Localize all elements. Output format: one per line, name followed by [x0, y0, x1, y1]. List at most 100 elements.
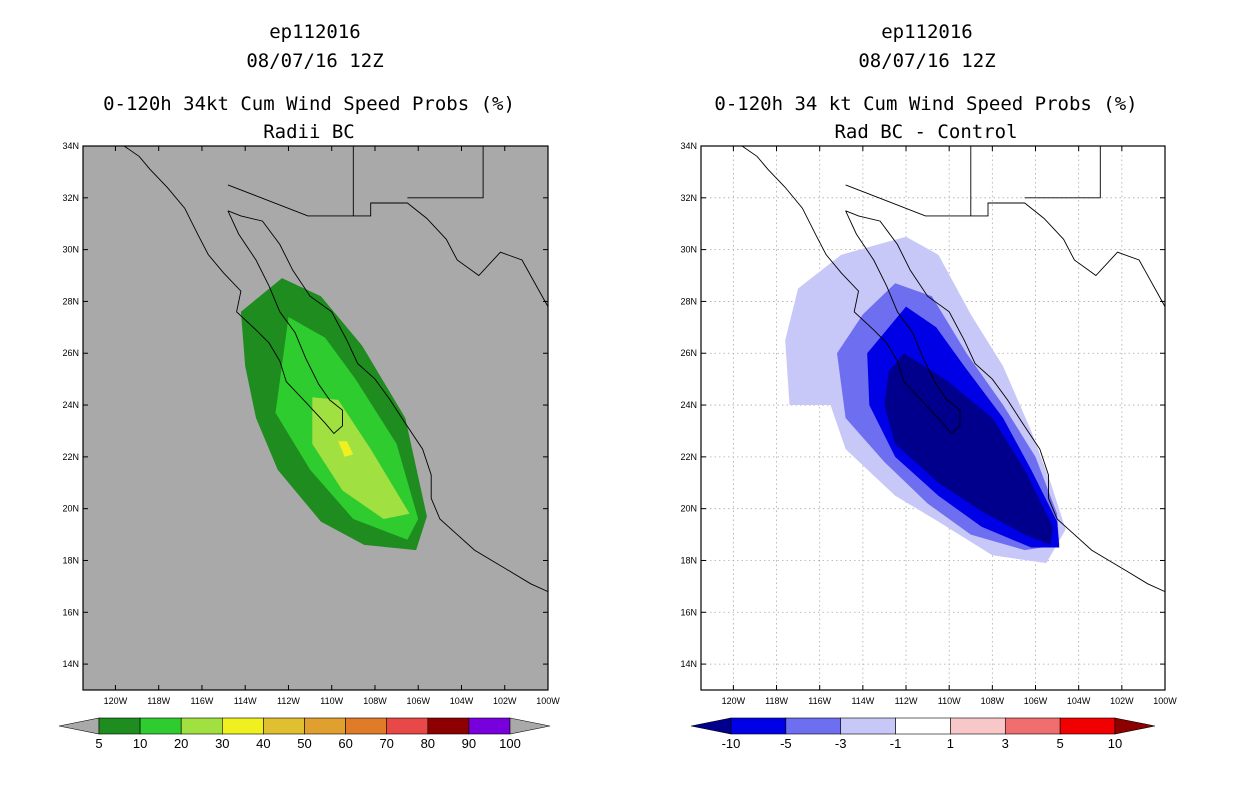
lat-tick-label: 32N — [680, 193, 697, 203]
right-panel: ep112016 08/07/16 12Z 0-120h 34 kt Cum W… — [680, 21, 1177, 751]
lon-tick-label: 102W — [493, 696, 517, 706]
lat-tick-label: 14N — [680, 659, 697, 669]
left-colorbar: 5 10 20 30 40 50 60 70 80 90 100 — [58, 717, 551, 751]
colorbar-label: 60 — [338, 736, 352, 751]
coastline-segment — [407, 146, 484, 199]
colorbar-swatch — [895, 717, 951, 735]
left-contour-fills — [240, 278, 427, 551]
lon-tick-label: 110W — [320, 696, 343, 706]
lon-tick-label: 110W — [938, 696, 961, 706]
colorbar-swatch — [98, 717, 141, 735]
colorbar-label: 70 — [379, 736, 393, 751]
contour-fill-30 — [338, 441, 354, 457]
lat-tick-label: 28N — [680, 296, 697, 306]
lat-tick-label: 34N — [680, 141, 697, 151]
colorbar-swatch — [263, 717, 305, 735]
right-contour-fills — [785, 236, 1066, 564]
lon-tick-label: 108W — [363, 696, 387, 706]
colorbar-label: -1 — [890, 736, 902, 751]
colorbar-label: -5 — [780, 736, 792, 751]
left-title: 0-120h 34kt Cum Wind Speed Probs (%) — [103, 93, 515, 115]
lon-tick-label: 118W — [765, 696, 788, 706]
colorbar-low-arrow — [58, 717, 100, 735]
colorbar-swatch — [222, 717, 264, 735]
lat-tick-label: 26N — [680, 348, 697, 358]
lon-tick-label: 108W — [981, 696, 1005, 706]
colorbar-swatch — [1004, 717, 1061, 735]
lon-tick-label: 112W — [277, 696, 300, 706]
lat-tick-label: 18N — [680, 555, 697, 565]
lat-tick-label: 24N — [62, 400, 79, 410]
left-date: 08/07/16 12Z — [246, 50, 383, 72]
lat-tick-label: 28N — [62, 296, 79, 306]
lat-tick-label: 16N — [680, 607, 697, 617]
lon-tick-label: 102W — [1110, 696, 1134, 706]
lat-tick-label: 22N — [680, 452, 697, 462]
colorbar-label: 10 — [1108, 736, 1122, 751]
lon-tick-label: 120W — [722, 696, 746, 706]
colorbar-swatch — [1059, 717, 1116, 735]
colorbar-label: 90 — [462, 736, 476, 751]
colorbar-swatch — [139, 717, 182, 735]
lon-tick-label: 116W — [808, 696, 831, 706]
lon-tick-label: 104W — [450, 696, 474, 706]
colorbar-label: 30 — [215, 736, 229, 751]
colorbar-label: 5 — [1057, 736, 1064, 751]
left-axis-ticks: 14N 16N 18N 20N 22N 24N 26N 28N 30N 32N 34N 120W 118… — [62, 141, 560, 706]
colorbar-swatch — [386, 717, 429, 735]
colorbar-label: 80 — [421, 736, 435, 751]
colorbar-label: 50 — [297, 736, 311, 751]
lat-tick-label: 30N — [62, 245, 79, 255]
colorbar-swatch — [304, 717, 346, 735]
colorbar-label: 100 — [499, 736, 521, 751]
colorbar-swatch — [468, 717, 511, 735]
colorbar-label: 3 — [1002, 736, 1009, 751]
colorbar-high-arrow — [509, 717, 551, 735]
lat-tick-label: 18N — [62, 555, 79, 565]
lat-tick-label: 16N — [62, 607, 79, 617]
coastline-segment — [123, 145, 343, 435]
coastline-segment — [845, 184, 1166, 307]
right-colorbar: -10 -5 -3 -1 1 3 5 10 — [690, 717, 1156, 751]
left-storm-id: ep112016 — [269, 21, 361, 43]
lon-tick-label: 120W — [104, 696, 128, 706]
colorbar-label: 5 — [95, 736, 102, 751]
right-title: 0-120h 34 kt Cum Wind Speed Probs (%) — [714, 93, 1137, 115]
colorbar-label: -3 — [835, 736, 847, 751]
lon-tick-label: 116W — [191, 696, 214, 706]
lon-tick-label: 106W — [1024, 696, 1048, 706]
colorbar-label: 40 — [256, 736, 270, 751]
lon-tick-label: 100W — [1153, 696, 1177, 706]
contour-fill-20 — [312, 397, 410, 519]
colorbar-high-arrow — [1114, 717, 1156, 735]
lat-tick-label: 20N — [680, 504, 697, 514]
colorbar-label: -10 — [722, 736, 741, 751]
lat-tick-label: 30N — [680, 245, 697, 255]
left-subtitle: Radii BC — [263, 121, 355, 143]
lon-tick-label: 114W — [234, 696, 257, 706]
lat-tick-label: 22N — [62, 452, 79, 462]
colorbar-swatch — [840, 717, 896, 735]
right-subtitle: Rad BC - Control — [834, 121, 1017, 143]
right-storm-id: ep112016 — [881, 21, 973, 43]
lon-tick-label: 112W — [895, 696, 918, 706]
colorbar-swatch — [180, 717, 223, 735]
lat-tick-label: 20N — [62, 504, 79, 514]
lat-tick-label: 34N — [62, 141, 79, 151]
lon-tick-label: 118W — [147, 696, 170, 706]
left-map-frame — [82, 145, 549, 691]
lat-tick-label: 26N — [62, 348, 79, 358]
colorbar-label: 1 — [947, 736, 954, 751]
coastline-segment — [845, 210, 1166, 593]
lat-tick-label: 32N — [62, 193, 79, 203]
right-coastline — [741, 145, 1166, 593]
colorbar-swatch — [427, 717, 470, 735]
contour-fill--10 — [884, 353, 1053, 545]
right-date: 08/07/16 12Z — [858, 50, 995, 72]
lon-tick-label: 114W — [851, 696, 874, 706]
right-map-frame — [700, 145, 1166, 691]
colorbar-label: 20 — [174, 736, 188, 751]
lon-tick-label: 106W — [406, 696, 430, 706]
left-panel: ep112016 08/07/16 12Z 0-120h 34kt Cum Wi… — [58, 21, 560, 751]
